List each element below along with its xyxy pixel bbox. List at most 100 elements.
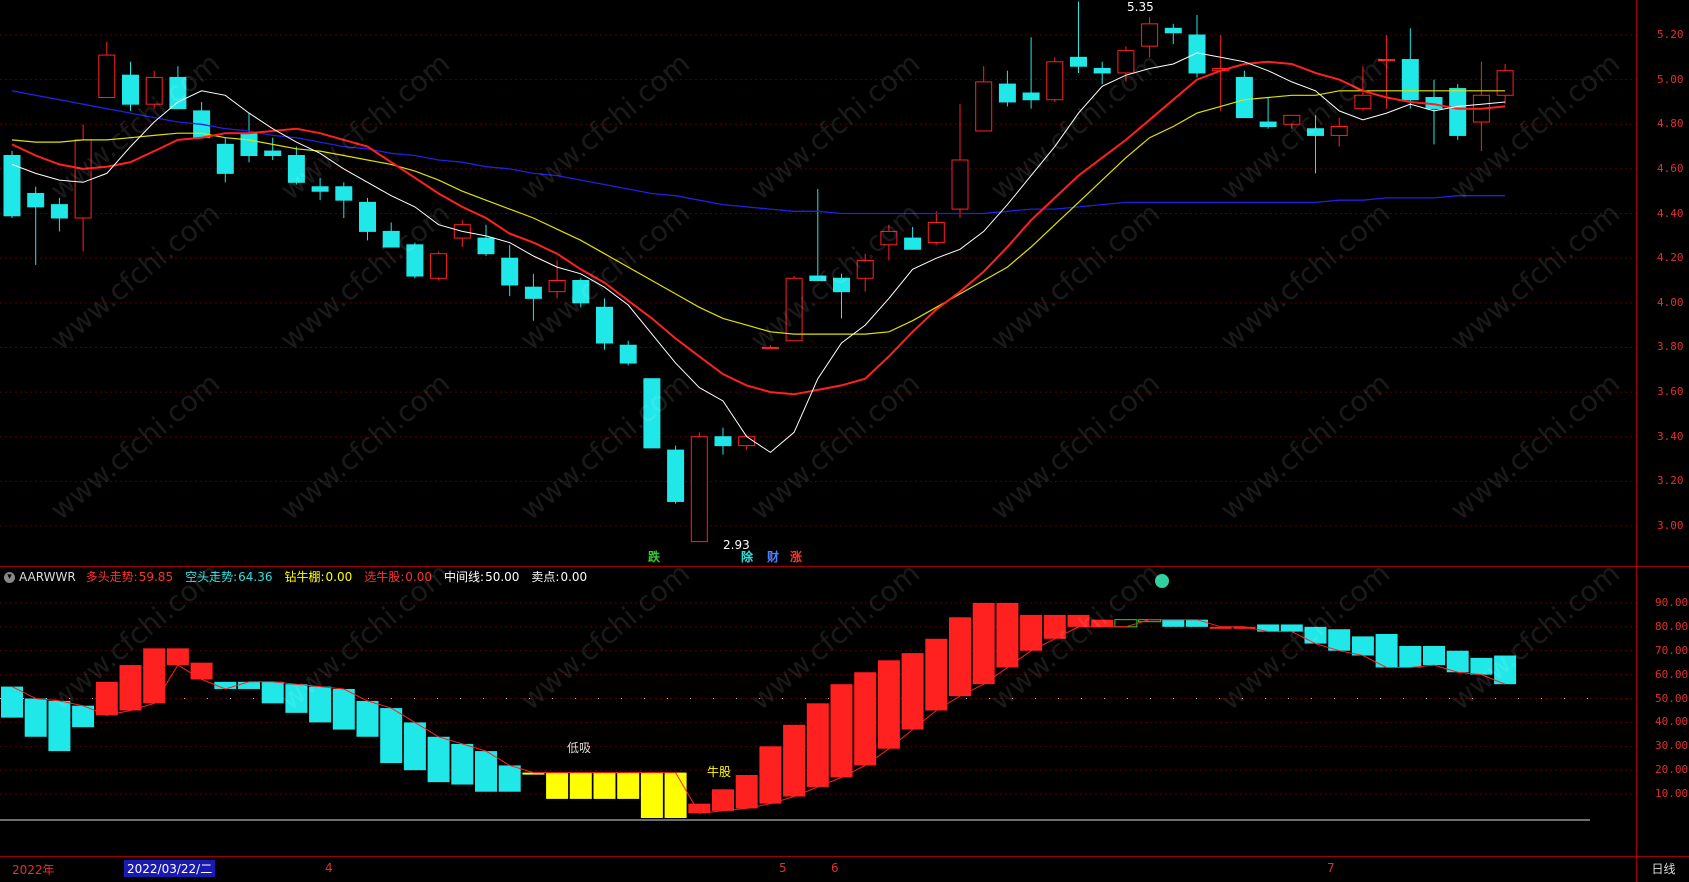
indicator-bar <box>1280 624 1303 632</box>
indicator-bar <box>712 789 734 811</box>
price-tick-label: 4.60 <box>1657 161 1684 175</box>
candle-down <box>122 74 139 105</box>
candle-down <box>3 155 21 217</box>
indicator-field-value: 0.00 <box>325 570 353 584</box>
candle-down <box>382 230 400 248</box>
low-price-label: 2.93 <box>723 538 750 552</box>
collapse-icon[interactable]: ▾ <box>4 572 15 583</box>
price-tick-label: 3.80 <box>1657 340 1684 354</box>
candle-down <box>904 237 922 250</box>
candle-down <box>1022 92 1040 101</box>
event-marker[interactable]: 除 <box>741 550 754 564</box>
candle-down <box>667 449 685 502</box>
indicator-bar <box>688 803 711 814</box>
indicator-bar <box>261 681 284 704</box>
indicator-field-label: 中间线: <box>444 570 485 584</box>
indicator-bar <box>664 772 687 818</box>
indicator-bar <box>72 705 95 728</box>
candle-up <box>548 280 566 293</box>
indicator-bar <box>1423 645 1445 666</box>
indicator-bar <box>214 681 237 689</box>
candle-down <box>572 280 590 304</box>
indicator-bar <box>996 602 1019 668</box>
event-marker[interactable]: 涨 <box>790 550 803 564</box>
price-chart[interactable] <box>0 0 1636 566</box>
indicator-tick-label: 60.00 <box>1655 667 1689 681</box>
indicator-bar <box>238 681 260 689</box>
indicator-bar <box>332 688 355 730</box>
indicator-bar <box>806 703 829 787</box>
price-tick-label: 5.20 <box>1657 28 1684 41</box>
candle-up <box>927 221 945 244</box>
indicator-fields: 多头走势:59.85 空头走势:64.36 钻牛棚:0.00 选牛股:0.00 中间线:… <box>86 570 600 584</box>
indicator-field-label: 卖点: <box>531 570 560 584</box>
indicator-field-label: 空头走势: <box>185 570 238 584</box>
candle-up <box>1141 23 1159 47</box>
candle-down <box>240 132 258 157</box>
candle-down <box>714 436 732 447</box>
candle-down <box>809 275 827 282</box>
indicator-chart[interactable] <box>0 566 1636 856</box>
indicator-bar <box>475 751 497 792</box>
candle-down <box>27 192 45 208</box>
candle-down <box>50 204 68 219</box>
indicator-field-value: 50.00 <box>485 570 520 584</box>
indicator-bar <box>783 724 806 797</box>
candle-up <box>1046 61 1064 101</box>
indicator-bar <box>1233 626 1256 629</box>
indicator-bar <box>925 638 948 711</box>
indicator-bar <box>1446 650 1469 673</box>
time-label-year: 2022年 <box>12 863 55 877</box>
price-tick-label: 4.00 <box>1657 295 1684 309</box>
indicator-bar <box>877 660 900 749</box>
candle-down <box>524 286 542 299</box>
candle-up <box>430 253 448 279</box>
event-marker[interactable]: 财 <box>767 550 780 564</box>
candle-down <box>477 237 495 255</box>
candle-down <box>359 201 376 232</box>
indicator-field-label: 钻牛棚: <box>284 570 325 584</box>
candle-down <box>216 143 234 174</box>
indicator-bar <box>1375 634 1398 668</box>
candle-down <box>1449 88 1467 136</box>
indicator-bar <box>1304 626 1327 644</box>
indicator-bar <box>356 700 379 737</box>
event-marker[interactable]: 跌 <box>648 550 661 564</box>
indicator-bar <box>735 774 758 809</box>
candle-down <box>501 257 519 286</box>
indicator-tick-label: 40.00 <box>1655 715 1689 729</box>
candle-up <box>74 139 92 219</box>
date-cursor-label: 2022/03/22/二 <box>124 860 216 877</box>
indicator-bar <box>403 722 426 771</box>
candle-up <box>785 277 803 342</box>
period-button[interactable]: 日线 <box>1636 856 1689 882</box>
indicator-bar <box>166 648 189 666</box>
candle-down <box>1070 56 1087 67</box>
price-tick-label: 3.40 <box>1657 429 1684 443</box>
candle-down <box>1164 27 1182 34</box>
candle-down <box>287 155 305 183</box>
time-label-jul: 7 <box>1327 861 1335 875</box>
indicator-bar <box>1162 619 1185 627</box>
candle-up <box>1117 50 1135 74</box>
indicator-bar <box>949 617 971 697</box>
indicator-field-label: 选牛股: <box>364 570 405 584</box>
candle-up <box>951 159 969 210</box>
indicator-field-label: 多头走势: <box>85 570 138 584</box>
indicator-line <box>11 619 1506 814</box>
note-bull-stock: 牛股 <box>707 765 732 779</box>
indicator-bar <box>1399 645 1422 668</box>
ma60-line <box>11 90 1506 215</box>
indicator-name[interactable]: AARWWR <box>19 570 76 584</box>
time-label-apr: 4 <box>325 861 333 875</box>
candle-up <box>880 230 898 246</box>
indicator-tick-label: 30.00 <box>1655 739 1689 753</box>
indicator-tick-label: 90.00 <box>1655 595 1689 609</box>
price-tick-label: 3.60 <box>1657 385 1684 399</box>
indicator-bar <box>972 602 995 685</box>
indicator-bar <box>1067 614 1090 627</box>
indicator-bar <box>451 743 474 785</box>
indicator-tick-label: 80.00 <box>1655 619 1689 633</box>
candle-up <box>98 54 116 98</box>
indicator-bar <box>1351 636 1374 656</box>
